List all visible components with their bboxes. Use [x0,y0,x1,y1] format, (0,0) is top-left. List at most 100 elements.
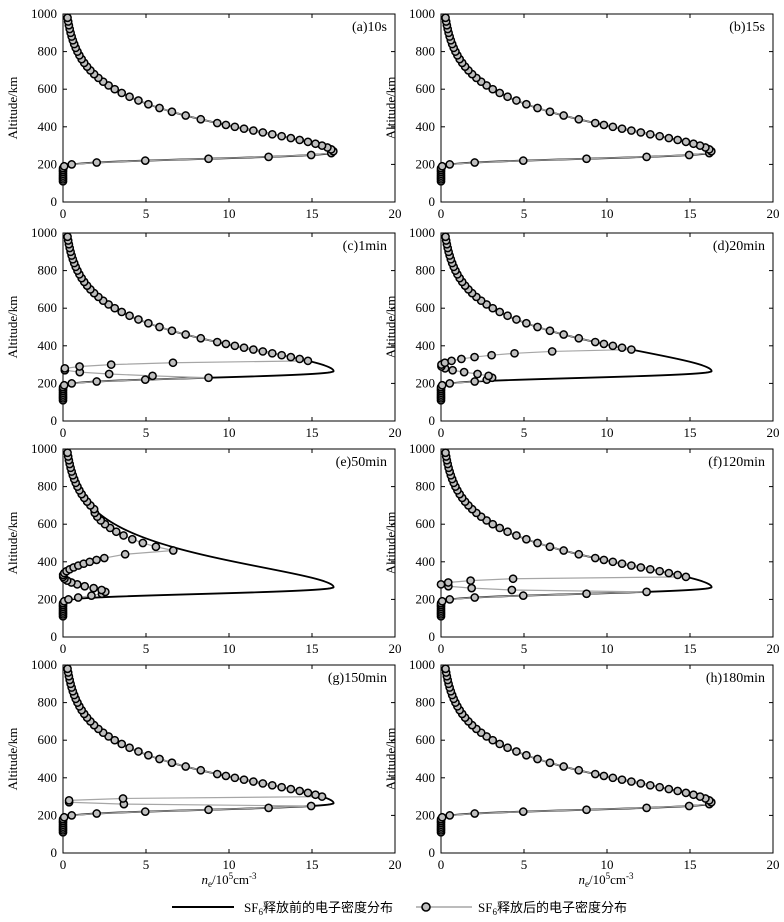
x-label-unit: /10 [589,872,606,887]
after-profile-point [574,333,584,343]
after-profile-point [689,790,698,800]
y-tick-label: 600 [416,732,436,747]
after-profile-point [134,315,143,324]
plot-frame [62,232,396,422]
after-profile-point [488,84,498,94]
after-profile-point [574,549,584,559]
y-axis-label: Altitude/km [5,512,20,575]
after-profile-point [249,126,258,135]
y-tick-label: 600 [38,732,58,747]
y-tick-label: 800 [416,479,436,494]
after-profile-point [286,784,296,794]
after-profile-point [599,339,609,349]
y-tick-label: 800 [416,263,436,278]
after-profile-point [470,352,479,362]
after-profile-point [267,780,277,790]
after-profile-point [67,379,77,388]
after-profile-point [144,750,153,760]
y-tick-label: 400 [38,119,58,134]
after-profile-point [311,790,320,800]
after-profile-point [155,103,164,113]
after-profile-point [64,796,74,805]
after-profile-point [92,555,101,565]
y-tick-label: 200 [38,375,58,390]
after-profile-point [151,542,161,552]
plot-frame [440,664,774,854]
after-profile-point [522,318,531,328]
x-tick-label: 0 [60,425,67,440]
before-profile-line [62,17,335,183]
after-profile-point [582,154,591,164]
after-profile-point [470,377,480,386]
x-label-unit2: cm [233,872,249,887]
after-profile-point [599,555,609,565]
after-profile-point [441,232,450,242]
after-profile-point [111,527,121,537]
after-profile-point [627,126,636,135]
x-tick-label: 15 [684,857,697,872]
plot-frame [440,448,774,638]
after-profile-point [459,367,469,377]
after-profile-point [655,782,665,792]
x-tick-label: 10 [223,857,236,872]
after-profile-point [512,531,521,540]
y-axis-label: Altitude/km [5,77,20,140]
y-tick-label: 1000 [409,225,435,240]
after-profile-point [437,380,447,390]
y-axis-label: Altitude/km [383,296,398,359]
after-profile-point [140,375,150,384]
after-profile-point [134,747,143,756]
after-profile-point [204,154,213,164]
after-profile-point [533,538,542,548]
after-profile-point [181,330,191,339]
panel-8: 0 5 10 15 2002004006008001000Altitude/km(h)1… [383,657,780,872]
after-profile-point [512,747,521,756]
x-tick-label: 15 [306,206,319,221]
after-profile-point [144,318,153,328]
y-tick-label: 0 [51,194,58,209]
plot-frame [62,664,396,854]
after-profile-point [117,88,127,98]
y-tick-label: 400 [38,554,58,569]
x-tick-label: 20 [767,641,780,656]
y-tick-label: 600 [38,516,58,531]
after-profile-point [125,743,134,753]
after-profile-point [221,771,231,781]
after-profile-point [590,769,600,779]
after-profile-point [655,566,665,576]
after-profile-point [59,812,69,822]
after-profile-point [545,326,555,336]
x-label-base: 5 [229,871,234,881]
y-tick-label: 200 [416,807,436,822]
after-profile-point [148,371,157,381]
panel-5: 0 5 10 15 2002004006008001000Altitude/km(e)5… [5,441,402,656]
x-tick-label: 5 [143,641,150,656]
x-tick-label: 5 [521,206,528,221]
after-profile-point [92,158,102,167]
after-profile-point [168,546,178,555]
y-tick-label: 400 [416,119,436,134]
after-profile-point [134,96,143,105]
after-profile-point [684,801,694,811]
x-tick-label: 0 [438,206,445,221]
y-tick-label: 200 [38,807,58,822]
after-profile-point [582,589,591,599]
after-profile-point [473,369,482,379]
panel-2: 0 5 10 15 2002004006008001000Altitude/km(b)1… [383,6,780,221]
x-tick-label: 0 [60,206,67,221]
after-profile-point [230,773,240,783]
y-axis-label: Altitude/km [383,77,398,140]
x-label-sub: e [585,879,589,889]
after-profile-point [608,122,618,132]
x-tick-label: 10 [601,206,614,221]
y-tick-label: 200 [38,591,58,606]
y-tick-label: 200 [416,375,436,390]
after-profile-point [673,786,683,796]
after-profile-point [582,805,591,815]
after-profile-point [518,807,528,816]
y-tick-label: 400 [416,770,436,785]
panel-label: (e)50min [336,455,387,470]
after-profile-point [559,546,569,555]
before-profile-line [440,668,713,834]
